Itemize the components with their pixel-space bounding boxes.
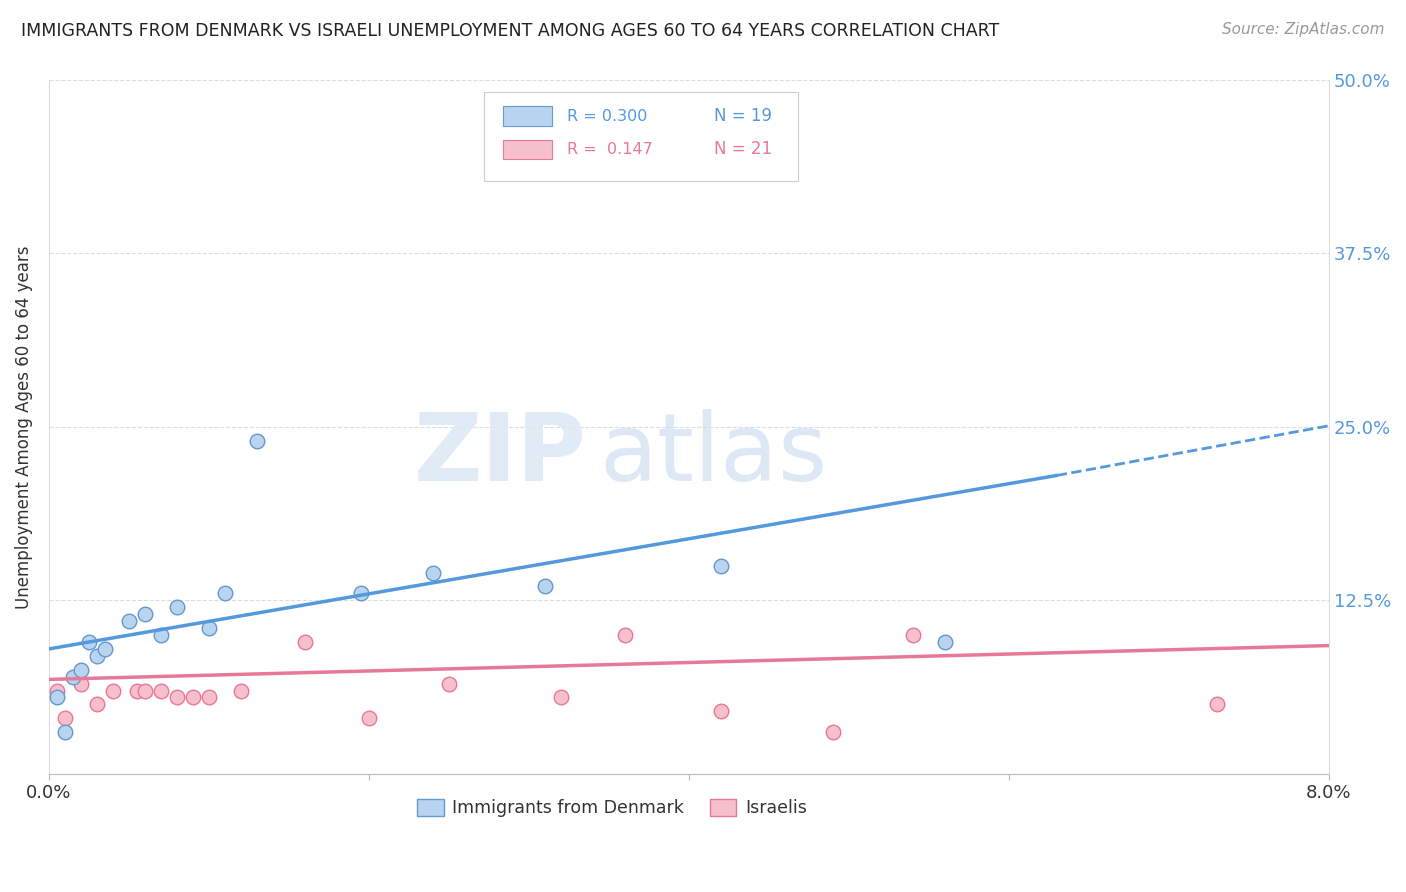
Point bbox=[181, 690, 204, 705]
Point bbox=[1205, 698, 1227, 712]
Point bbox=[118, 614, 141, 628]
Point bbox=[77, 635, 100, 649]
Text: R = 0.300: R = 0.300 bbox=[567, 109, 648, 124]
Legend: Immigrants from Denmark, Israelis: Immigrants from Denmark, Israelis bbox=[411, 792, 814, 824]
Text: IMMIGRANTS FROM DENMARK VS ISRAELI UNEMPLOYMENT AMONG AGES 60 TO 64 YEARS CORREL: IMMIGRANTS FROM DENMARK VS ISRAELI UNEMP… bbox=[21, 22, 1000, 40]
Point bbox=[46, 690, 69, 705]
Point bbox=[134, 607, 156, 622]
Bar bbox=[503, 106, 553, 126]
Point bbox=[294, 635, 316, 649]
Point bbox=[710, 704, 733, 718]
Point bbox=[710, 558, 733, 573]
Text: R =  0.147: R = 0.147 bbox=[567, 142, 652, 157]
Point bbox=[934, 635, 956, 649]
Point bbox=[86, 648, 108, 663]
Point bbox=[246, 434, 269, 448]
Point bbox=[134, 683, 156, 698]
Bar bbox=[503, 140, 553, 159]
Text: N = 21: N = 21 bbox=[714, 140, 772, 159]
FancyBboxPatch shape bbox=[484, 92, 797, 180]
Point bbox=[62, 670, 84, 684]
Point bbox=[214, 586, 236, 600]
Point bbox=[53, 711, 76, 725]
Point bbox=[86, 698, 108, 712]
Y-axis label: Unemployment Among Ages 60 to 64 years: Unemployment Among Ages 60 to 64 years bbox=[15, 245, 32, 608]
Point bbox=[422, 566, 444, 580]
Point bbox=[46, 683, 69, 698]
Point bbox=[437, 676, 460, 690]
Point bbox=[70, 676, 93, 690]
Point bbox=[821, 725, 844, 739]
Point bbox=[229, 683, 252, 698]
Point bbox=[166, 600, 188, 615]
Point bbox=[901, 628, 924, 642]
Text: ZIP: ZIP bbox=[413, 409, 586, 500]
Point bbox=[53, 725, 76, 739]
Point bbox=[149, 683, 172, 698]
Point bbox=[70, 663, 93, 677]
Text: atlas: atlas bbox=[599, 409, 828, 500]
Point bbox=[550, 690, 572, 705]
Point bbox=[94, 641, 117, 656]
Point bbox=[198, 690, 221, 705]
Point bbox=[357, 711, 380, 725]
Point bbox=[125, 683, 148, 698]
Point bbox=[534, 579, 557, 593]
Text: N = 19: N = 19 bbox=[714, 107, 772, 125]
Point bbox=[350, 586, 373, 600]
Text: Source: ZipAtlas.com: Source: ZipAtlas.com bbox=[1222, 22, 1385, 37]
Point bbox=[198, 621, 221, 635]
Point bbox=[613, 628, 636, 642]
Point bbox=[166, 690, 188, 705]
Point bbox=[149, 628, 172, 642]
Point bbox=[101, 683, 124, 698]
